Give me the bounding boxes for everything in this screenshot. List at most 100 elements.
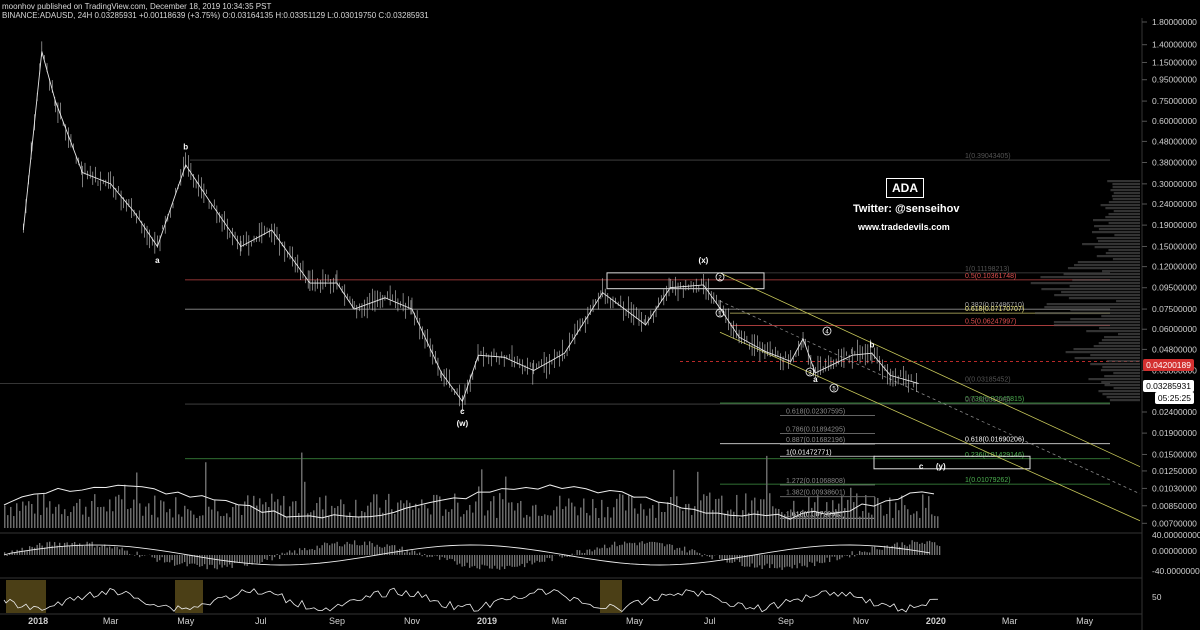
macd-bar [9, 553, 11, 555]
macd-bar [776, 555, 778, 569]
header-line-1: moonhov published on TradingView.com, De… [2, 2, 272, 11]
volume-bar [175, 497, 177, 528]
volume-profile-bar [1030, 282, 1140, 285]
volume-bar [799, 515, 801, 528]
volume-bar [649, 508, 651, 528]
macd-bar [794, 555, 796, 565]
watermark-twitter: Twitter: @senseihov [853, 203, 960, 215]
volume-profile-bar [1105, 207, 1140, 210]
volume-bar [196, 517, 198, 528]
macd-bar [96, 545, 98, 555]
volume-bar [817, 495, 819, 528]
macd-bar [381, 547, 383, 555]
macd-bar [91, 541, 93, 555]
volume-bar [394, 514, 396, 528]
macd-bar [161, 555, 163, 558]
macd-bar [651, 541, 653, 555]
macd-bar [854, 555, 856, 557]
macd-bar [539, 555, 541, 563]
macd-bar [111, 548, 113, 555]
macd-bar [779, 555, 781, 568]
macd-bar [889, 547, 891, 555]
macd-bar [826, 555, 828, 558]
volume-bar [517, 503, 519, 528]
volume-bar [562, 509, 564, 528]
volume-bar [658, 502, 660, 528]
volume-bar [670, 496, 672, 528]
macd-bar [694, 550, 696, 555]
macd-bar [681, 550, 683, 555]
macd-bar [284, 553, 286, 555]
volume-bar [4, 505, 6, 528]
volume-bar [571, 502, 573, 528]
macd-bar [121, 547, 123, 555]
volume-bar [610, 517, 612, 528]
volume-bar [661, 511, 663, 528]
macd-bar [579, 550, 581, 555]
sub-wave-marker [715, 308, 725, 318]
volume-bar [376, 494, 378, 528]
macd-bar [629, 542, 631, 555]
y-tick-label: 0.24000000 [1152, 199, 1197, 209]
volume-profile-bar [1096, 237, 1140, 240]
volume-bar [589, 515, 591, 528]
macd-bar [151, 555, 153, 558]
macd-bar [891, 545, 893, 555]
volume-bar [769, 493, 771, 528]
macd-bar [656, 542, 658, 555]
macd-bar [321, 545, 323, 555]
macd-bar [599, 548, 601, 555]
macd-bar [94, 547, 96, 555]
macd-bar [476, 555, 478, 569]
macd-bar [386, 544, 388, 555]
macd-bar [79, 543, 81, 555]
volume-profile-bar [1053, 321, 1140, 324]
macd-bar [66, 542, 68, 555]
macd-bar [811, 555, 813, 563]
macd-bar [784, 555, 786, 568]
macd-bar [916, 541, 918, 555]
volume-bar [643, 509, 645, 528]
volume-bar [301, 452, 303, 528]
macd-bar [516, 555, 518, 567]
volume-bar [13, 516, 15, 528]
y-tick-label: 0.60000000 [1152, 116, 1197, 126]
macd-bar [349, 543, 351, 555]
macd-bar [101, 545, 103, 555]
oscillator-tick-label: 40.00000000 [1152, 530, 1200, 540]
volume-bar [181, 516, 183, 528]
volume-profile-bar [1061, 291, 1140, 294]
macd-bar [801, 555, 803, 567]
macd-bar [36, 544, 38, 555]
macd-bar [379, 546, 381, 555]
volume-profile-bar [1093, 219, 1140, 222]
macd-bar [789, 555, 791, 567]
macd-bar [479, 555, 481, 570]
volume-bar [169, 508, 171, 528]
macd-bar [509, 555, 511, 566]
macd-bar [416, 553, 418, 555]
sub-wave-marker [822, 326, 832, 336]
macd-bar [821, 555, 823, 564]
y-tick-label: 0.04800000 [1152, 344, 1197, 354]
volume-bar [634, 508, 636, 528]
volume-bar [937, 516, 939, 528]
macd-bar [46, 542, 48, 555]
macd-bar [581, 552, 583, 555]
volume-profile-bar [1104, 375, 1140, 378]
macd-bar [241, 555, 243, 563]
macd-bar [591, 551, 593, 555]
y-tick-label: 0.48000000 [1152, 136, 1197, 146]
volume-profile-bar [1096, 255, 1140, 258]
macd-bar [451, 555, 453, 560]
x-tick-label: 2020 [926, 616, 946, 626]
volume-profile-bar [1107, 180, 1140, 183]
volume-bar [787, 511, 789, 528]
macd-bar [819, 555, 821, 563]
macd-bar [359, 545, 361, 555]
macd-bar [199, 555, 201, 567]
volume-bar [559, 495, 561, 528]
volume-profile-bar [1094, 246, 1140, 249]
oscillator-tick-label: 50 [1152, 592, 1162, 602]
macd-bar [259, 555, 261, 564]
